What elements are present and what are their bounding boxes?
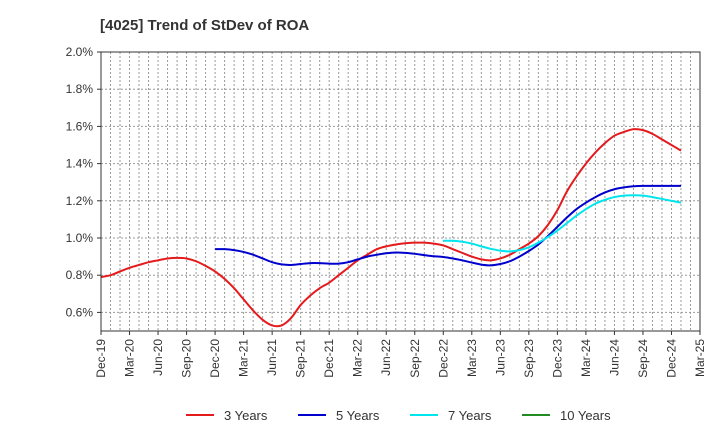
legend: 3 Years 5 Years 7 Years 10 Years <box>186 408 611 423</box>
x-tick-label: Jun-20 <box>151 339 165 376</box>
y-tick-label: 0.8% <box>66 268 94 282</box>
legend-label-3-years: 3 Years <box>224 408 268 423</box>
series-line-5-years <box>215 184 681 267</box>
x-tick-label: Dec-23 <box>550 339 564 378</box>
grid <box>101 51 700 331</box>
plot-frame <box>100 51 701 332</box>
x-tick-label: Dec-21 <box>322 339 336 378</box>
x-tick-label: Jun-21 <box>265 339 279 376</box>
x-tick-label: Sep-24 <box>636 339 650 378</box>
legend-label-7-years: 7 Years <box>448 408 492 423</box>
plot-border <box>100 51 701 332</box>
x-tick-label: Sep-23 <box>522 339 536 378</box>
legend-label-5-years: 5 Years <box>336 408 380 423</box>
x-tick-label: Dec-19 <box>94 339 108 378</box>
x-tick-label: Mar-21 <box>237 339 251 377</box>
x-tick-label: Jun-22 <box>379 339 393 376</box>
x-tick-label: Sep-22 <box>408 339 422 378</box>
x-tick-label: Jun-23 <box>493 339 507 376</box>
x-tick-label: Dec-20 <box>208 339 222 378</box>
chart-title: [4025] Trend of StDev of ROA <box>100 17 309 34</box>
series-lines <box>100 128 682 328</box>
x-tick-label: Mar-24 <box>579 339 593 377</box>
x-tick-label: Mar-20 <box>123 339 137 377</box>
x-tick-label: Dec-22 <box>436 339 450 378</box>
legend-label-10-years: 10 Years <box>560 408 611 423</box>
y-tick-label: 1.8% <box>66 82 94 96</box>
series-line-7-years <box>443 194 682 253</box>
x-tick-label: Mar-22 <box>351 339 365 377</box>
x-tick-label: Mar-23 <box>465 339 479 377</box>
y-tick-label: 1.6% <box>66 119 94 133</box>
y-axis: 0.6% 0.8% 1.0% 1.2% 1.4% 1.6% 1.8% 2.0% <box>66 45 101 319</box>
y-tick-label: 1.2% <box>66 194 94 208</box>
x-tick-label: Mar-25 <box>693 339 707 377</box>
series-line-3-years <box>100 128 682 328</box>
x-tick-label: Dec-24 <box>664 339 678 378</box>
y-tick-label: 2.0% <box>66 45 94 59</box>
x-tick-label: Sep-20 <box>180 339 194 378</box>
x-axis: Dec-19 Mar-20 Jun-20 Sep-20 Dec-20 Mar-21 Jun-… <box>94 331 707 378</box>
x-tick-label: Sep-21 <box>294 339 308 378</box>
y-tick-label: 1.0% <box>66 231 94 245</box>
y-tick-label: 1.4% <box>66 157 94 171</box>
y-tick-label: 0.6% <box>66 305 94 319</box>
x-tick-label: Jun-24 <box>607 339 621 376</box>
